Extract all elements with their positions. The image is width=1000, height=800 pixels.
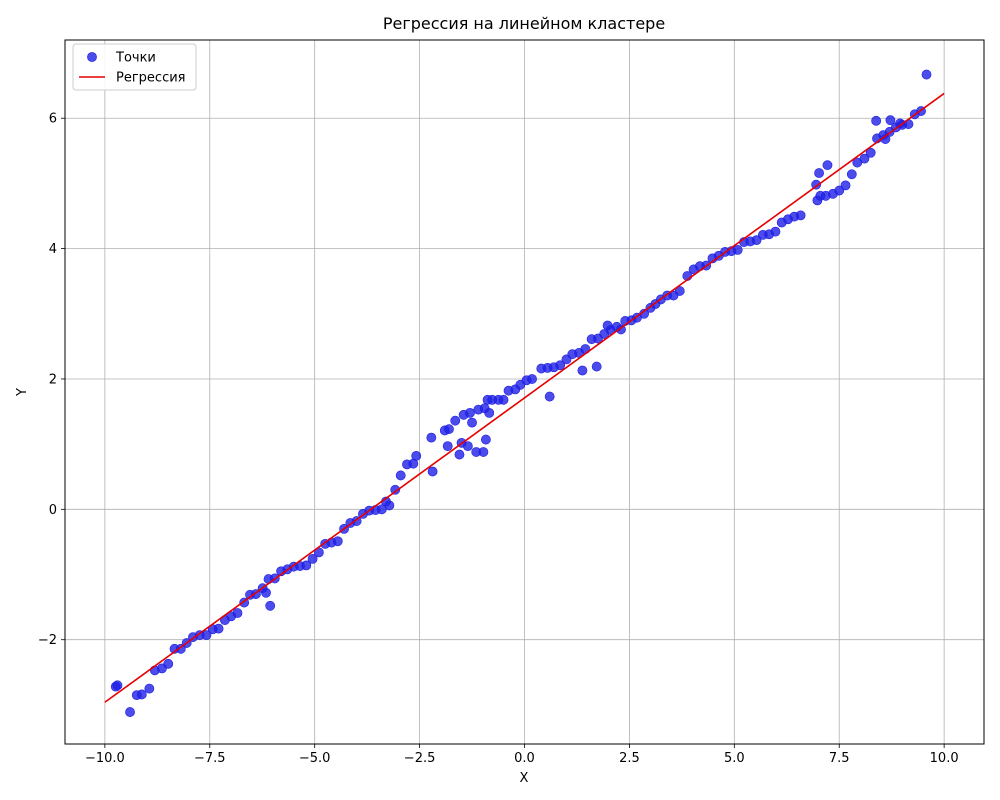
- scatter-point: [846, 169, 857, 180]
- scatter-point: [478, 447, 489, 457]
- scatter-point: [591, 361, 602, 372]
- x-tick-label: 0.0: [514, 751, 535, 766]
- scatter-point: [411, 450, 422, 461]
- scatter-point: [674, 286, 685, 296]
- y-axis-ticks: −2 0 2 4 6: [38, 112, 65, 648]
- scatter-point: [384, 500, 395, 511]
- scatter-point: [834, 185, 845, 196]
- scatter-point: [770, 226, 781, 237]
- scatter-point: [144, 683, 155, 694]
- scatter-point: [795, 210, 806, 221]
- scatter-point: [465, 407, 475, 418]
- scatter-point: [484, 407, 495, 418]
- legend-box: [72, 43, 197, 91]
- scatter-point: [871, 115, 882, 126]
- y-tick-label: 4: [49, 242, 57, 257]
- scatter-point: [265, 600, 276, 611]
- scatter-point: [395, 470, 406, 481]
- x-tick-label: 2.5: [619, 751, 640, 766]
- data-series: [104, 69, 945, 717]
- scatter-point: [376, 504, 387, 515]
- scatter-point: [444, 424, 454, 435]
- legend: Точки Регрессия: [72, 43, 197, 91]
- scatter-point: [201, 630, 212, 641]
- scatter-point: [136, 689, 147, 700]
- x-axis-ticks: −10.0 −7.5 −5.0 −2.5 0.0 2.5 5.0 7.5 10.0: [85, 744, 959, 766]
- x-tick-label: 7.5: [829, 751, 850, 766]
- scatter-point: [442, 441, 453, 452]
- scatter-point: [822, 160, 833, 171]
- chart-title: Регрессия на линейном кластере: [383, 14, 665, 33]
- scatter-point: [555, 360, 566, 371]
- y-tick-label: −2: [38, 633, 57, 648]
- legend-label-line: Регрессия: [116, 71, 185, 86]
- scatter-point: [125, 707, 135, 717]
- scatter-point: [577, 365, 588, 376]
- scatter-point: [332, 536, 343, 547]
- y-axis-label: Y: [15, 388, 30, 397]
- x-tick-label: −2.5: [404, 751, 436, 766]
- scatter-point: [390, 484, 401, 495]
- scatter-point: [307, 553, 318, 564]
- scatter-point: [732, 244, 743, 255]
- scatter-point: [112, 680, 123, 691]
- scatter-point: [462, 441, 473, 452]
- scatter-point: [751, 235, 762, 246]
- legend-label-points: Точки: [115, 51, 156, 66]
- scatter-point: [261, 587, 271, 598]
- scatter-point: [426, 432, 437, 443]
- scatter-point: [232, 608, 243, 618]
- scatter-point: [480, 434, 491, 445]
- scatter-point: [498, 394, 509, 405]
- scatter-point: [450, 415, 461, 426]
- scatter-point: [865, 147, 876, 158]
- scatter-point: [814, 168, 824, 178]
- x-tick-label: 5.0: [724, 751, 745, 766]
- x-axis-label: X: [520, 771, 529, 786]
- scatter-point: [544, 391, 555, 402]
- scatter-point: [921, 69, 932, 80]
- scatter-point: [840, 180, 851, 191]
- x-tick-label: −5.0: [299, 751, 331, 766]
- y-tick-label: 0: [49, 503, 57, 518]
- scatter-point: [163, 658, 174, 669]
- regression-line: [104, 92, 945, 703]
- grid: [65, 40, 984, 744]
- scatter-point: [527, 374, 537, 384]
- scatter-point: [175, 643, 186, 654]
- y-tick-label: 2: [49, 372, 57, 387]
- legend-marker-points: [87, 52, 97, 62]
- scatter-point: [885, 115, 896, 126]
- scatter-point: [301, 560, 312, 571]
- x-tick-label: 10.0: [930, 751, 959, 766]
- y-tick-label: 6: [49, 112, 57, 127]
- scatter-point: [859, 153, 870, 164]
- scatter-point: [427, 466, 438, 477]
- scatter-point: [454, 449, 465, 460]
- scatter-point: [467, 417, 477, 428]
- x-tick-label: −7.5: [194, 751, 226, 766]
- scatter-point: [213, 623, 224, 634]
- x-tick-label: −10.0: [85, 751, 125, 766]
